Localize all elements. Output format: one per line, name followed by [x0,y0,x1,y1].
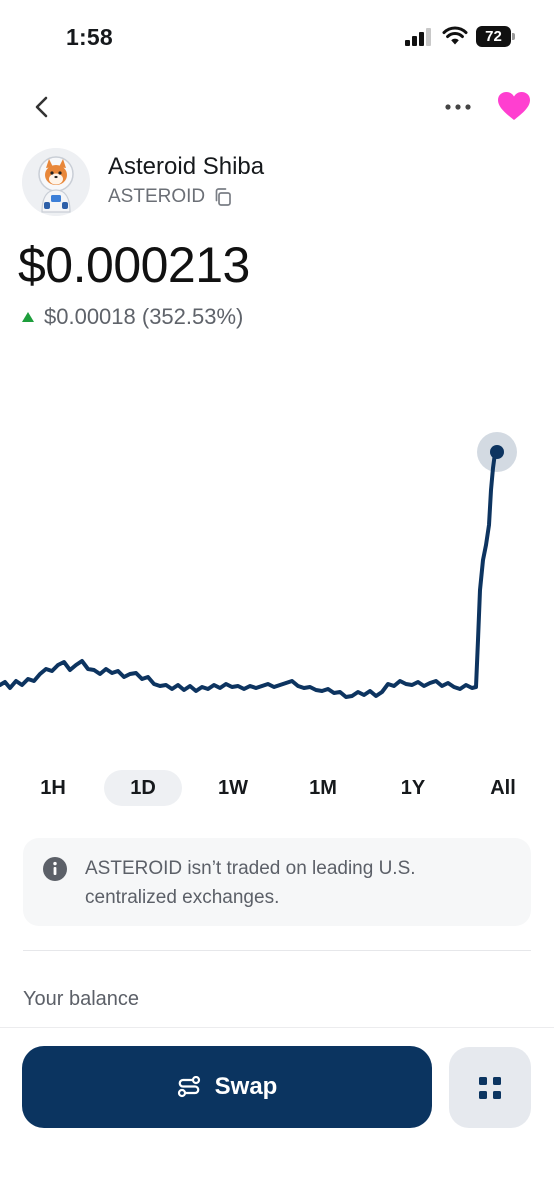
triangle-up-icon [22,312,34,322]
token-symbol: ASTEROID [108,186,206,207]
back-button[interactable] [24,88,60,126]
time-range-selector: 1H 1D 1W 1M 1Y All [14,770,542,808]
token-avatar [22,148,90,216]
exchange-notice: ASTEROID isn’t traded on leading U.S. ce… [23,838,531,926]
divider [23,950,531,951]
price-chart[interactable] [0,340,554,760]
range-1d[interactable]: 1D [104,770,182,806]
apps-button[interactable] [449,1047,531,1128]
chevron-left-icon [35,96,48,118]
swap-button[interactable]: Swap [22,1046,432,1128]
range-1y[interactable]: 1Y [400,776,426,799]
more-icon [445,104,471,110]
status-time: 1:58 [66,24,113,50]
top-nav [0,84,554,130]
more-options-button[interactable] [440,88,476,126]
price-chart-line [0,450,499,699]
swap-button-label: Swap [214,1073,278,1100]
token-price: $0.000213 [18,237,250,293]
price-change-row: $0.00018 (352.53%) [22,304,243,330]
range-1w[interactable]: 1W [218,776,248,799]
favorite-button[interactable] [494,86,534,126]
notice-text: ASTEROID isn’t traded on leading U.S. ce… [85,858,416,908]
info-icon [43,857,67,881]
status-bar: 1:58 72 [0,0,554,72]
token-symbol-row: ASTEROID [108,186,233,208]
grid-icon [479,1076,501,1099]
swap-icon [177,1076,200,1098]
wifi-icon [442,26,468,45]
price-chart-current-point[interactable] [490,445,504,459]
price-change: $0.00018 (352.53%) [44,304,244,329]
range-1m[interactable]: 1M [309,776,337,799]
copy-icon[interactable] [213,187,233,207]
cellular-signal-icon [405,28,433,46]
range-all[interactable]: All [490,776,516,799]
battery-icon: 72 [476,26,516,47]
token-name: Asteroid Shiba [108,153,265,180]
balance-label: Your balance [23,988,140,1010]
heart-icon [498,92,530,120]
token-header: Asteroid Shiba ASTEROID [22,148,522,218]
range-1h[interactable]: 1H [40,776,66,799]
battery-level: 72 [476,26,511,47]
bottom-action-bar: Swap [0,1027,554,1199]
